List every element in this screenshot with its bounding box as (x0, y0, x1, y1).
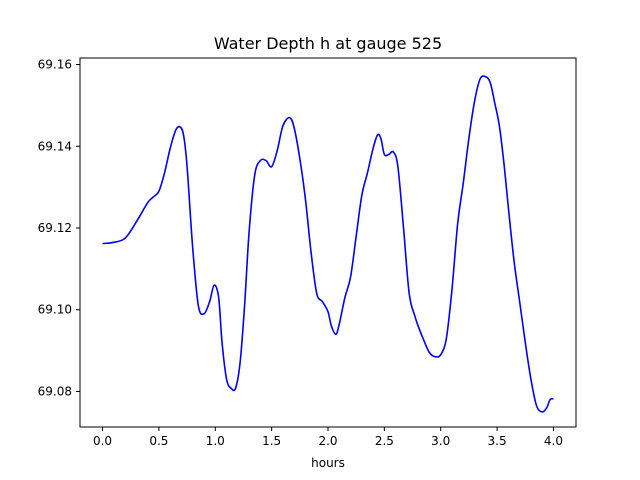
x-tick-label: 0.5 (149, 434, 168, 448)
x-tick-label: 1.5 (262, 434, 281, 448)
x-axis: 0.0 0.5 1.0 1.5 2.0 2.5 3.0 3.5 4.0 (93, 427, 563, 448)
x-tick-label: 1.0 (206, 434, 225, 448)
y-tick-label: 69.12 (38, 221, 72, 235)
y-axis: 69.08 69.10 69.12 69.14 69.16 (38, 58, 80, 398)
y-tick-label: 69.10 (38, 303, 72, 317)
plot-frame (79, 57, 577, 428)
x-tick-label: 2.0 (318, 434, 337, 448)
series-line-0 (102, 75, 554, 413)
y-tick-label: 69.08 (38, 384, 72, 398)
x-tick-label: 4.0 (544, 434, 563, 448)
x-axis-label: hours (311, 456, 345, 470)
plot-area (79, 57, 577, 428)
x-tick-label: 2.5 (375, 434, 394, 448)
y-tick-label: 69.16 (38, 58, 72, 72)
x-tick-label: 3.0 (431, 434, 450, 448)
y-tick-label: 69.14 (38, 139, 72, 153)
chart-title: Water Depth h at gauge 525 (214, 34, 442, 53)
x-tick-label: 0.0 (93, 434, 112, 448)
x-tick-label: 3.5 (488, 434, 507, 448)
